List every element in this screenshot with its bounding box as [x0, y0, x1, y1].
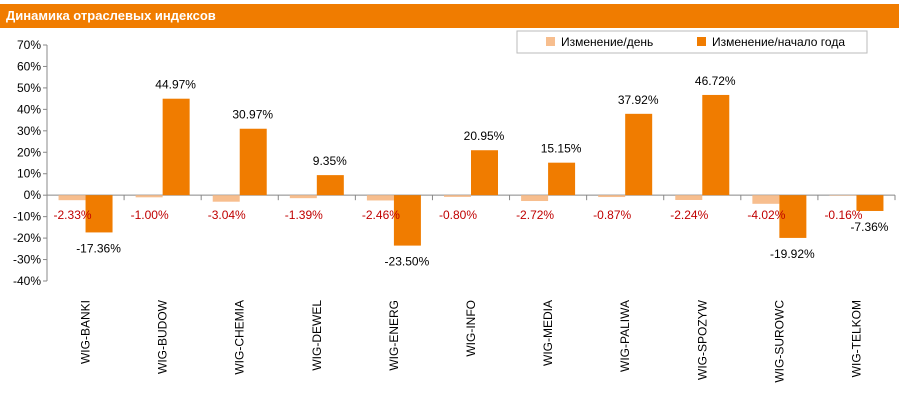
- bar-day: [212, 195, 240, 202]
- data-label-day: -0.87%: [593, 208, 631, 222]
- legend-label-year: Изменение/начало года: [712, 35, 845, 49]
- data-label-day: -2.24%: [670, 208, 708, 222]
- data-label-year: -23.50%: [385, 255, 430, 269]
- y-tick-label: 20%: [17, 145, 41, 159]
- data-label-year: 37.92%: [618, 93, 659, 107]
- data-label-year: 9.35%: [313, 154, 347, 168]
- y-tick-label: -10%: [13, 210, 41, 224]
- bars: [58, 94, 884, 246]
- data-label-year: 30.97%: [232, 108, 273, 122]
- legend: Изменение/день Изменение/начало года: [516, 30, 868, 54]
- bar-day: [135, 195, 163, 198]
- data-label-year: -17.36%: [76, 241, 121, 255]
- y-tick-label: -40%: [13, 274, 41, 288]
- chart-title: Динамика отраслевых индексов: [6, 8, 216, 23]
- data-label-year: 20.95%: [464, 129, 505, 143]
- legend-label-day: Изменение/день: [561, 35, 653, 49]
- category-label: WIG-CHEMIA: [233, 300, 247, 375]
- bar-day: [289, 195, 317, 199]
- bar-year: [856, 195, 884, 211]
- bar-day: [829, 195, 857, 196]
- chart-header: Динамика отраслевых индексов: [0, 4, 899, 28]
- legend-swatch-day: [546, 37, 555, 46]
- bar-year: [239, 128, 267, 196]
- category-label: WIG-DEWEL: [310, 300, 324, 371]
- data-label-day: -0.16%: [824, 208, 862, 222]
- bar-day: [675, 195, 703, 200]
- category-label: WIG-ENERG: [387, 300, 401, 371]
- y-tick-label: 40%: [17, 102, 41, 116]
- data-label-day: -1.39%: [285, 208, 323, 222]
- data-label-day: -2.46%: [362, 208, 400, 222]
- bar-year: [702, 94, 730, 196]
- bar-year: [393, 195, 421, 246]
- y-tick-label: 10%: [17, 167, 41, 181]
- category-label: WIG-PALIWA: [618, 300, 632, 372]
- data-labels: -2.33% -17.36% -1.00% 44.97% -3.04% 30.97% -1.…: [54, 74, 889, 269]
- bar-day: [444, 195, 471, 197]
- bar-year: [85, 195, 113, 233]
- data-label-year: 46.72%: [695, 74, 736, 88]
- legend-swatch-year: [697, 37, 706, 46]
- y-tick-label: 0%: [24, 188, 42, 202]
- y-tick-label: -30%: [13, 253, 41, 267]
- y-tick-label: -20%: [13, 231, 41, 245]
- bar-day: [366, 195, 394, 201]
- data-label-year: 44.97%: [155, 78, 196, 92]
- category-label: WIG-TELKOM: [849, 300, 863, 377]
- bar-year: [162, 98, 190, 196]
- y-tick-label: 50%: [17, 81, 41, 95]
- bar-year: [548, 162, 576, 196]
- bar-year: [625, 113, 653, 196]
- data-label-day: -3.04%: [208, 208, 246, 222]
- data-label-day: -0.80%: [439, 208, 477, 222]
- bar-year: [316, 175, 344, 196]
- bar-day: [598, 195, 626, 198]
- category-label: WIG-INFO: [464, 300, 478, 357]
- bar-day: [752, 195, 780, 204]
- bar-day: [521, 195, 549, 202]
- category-label: WIG-SUROWC: [772, 300, 786, 383]
- bar-year: [471, 150, 498, 196]
- data-label-day: -4.02%: [747, 208, 785, 222]
- category-label: WIG-MEDIA: [541, 300, 555, 366]
- legend-box: [516, 30, 868, 54]
- data-label-day: -2.33%: [54, 208, 92, 222]
- data-label-day: -2.72%: [516, 208, 554, 222]
- x-axis: WIG-BANKI WIG-BUDOW WIG-CHEMIA WIG-DEWEL WIG…: [46, 194, 896, 383]
- data-label-year: 15.15%: [541, 142, 582, 156]
- y-axis: 70% 60% 50% 40% 30% 20% 10% 0% -10% -20% -30% -40%: [13, 38, 48, 288]
- data-label-year: -7.36%: [850, 220, 888, 234]
- category-label: WIG-BANKI: [79, 300, 93, 364]
- y-tick-label: 70%: [17, 38, 41, 52]
- y-tick-label: 30%: [17, 124, 41, 138]
- bar-day: [58, 195, 86, 201]
- category-label: WIG-BUDOW: [156, 299, 170, 374]
- bar-year: [779, 195, 807, 238]
- data-label-year: -19.92%: [770, 247, 815, 261]
- data-label-day: -1.00%: [131, 208, 169, 222]
- category-label: WIG-SPOZYW: [695, 299, 709, 380]
- y-tick-label: 60%: [17, 59, 41, 73]
